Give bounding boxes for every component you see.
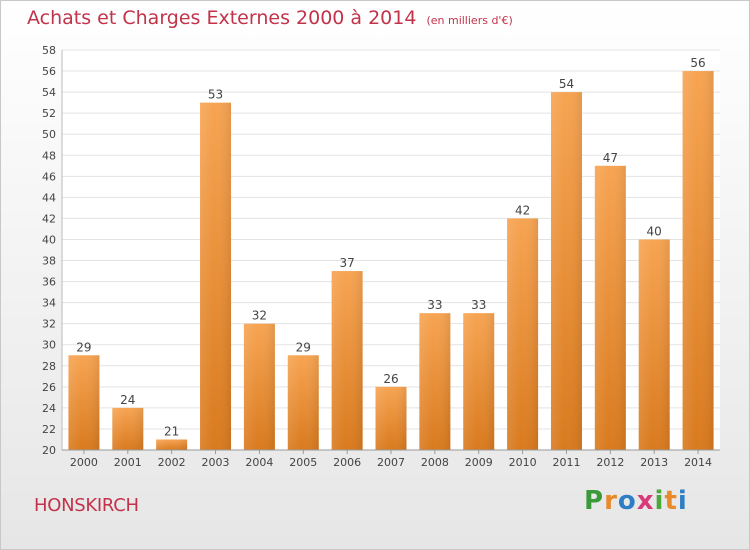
bars: 29 24 21 53 32 29 37 26 33 33 42 54 47 40 56 [68,56,714,451]
bar-shade [550,92,582,451]
bar-value-label: 37 [339,256,354,270]
x-tick-label: 2004 [245,456,273,469]
y-tick-label: 40 [42,233,56,246]
bar-value-label: 56 [690,56,705,70]
y-tick-label: 42 [42,212,56,225]
title-text: Achats et Charges Externes 2000 à 2014 [27,7,417,29]
x-tick-label: 2010 [509,456,537,469]
bar-shade [638,239,670,450]
bar-shade [463,313,495,450]
bar-shade [594,165,626,450]
y-tick-label: 54 [42,86,56,99]
x-tick-label: 2003 [202,456,230,469]
y-tick-label: 28 [42,360,56,373]
y-tick-label: 44 [42,191,56,204]
brand-letter: r [604,486,618,516]
x-tick-label: 2002 [158,456,186,469]
x-tick-label: 2005 [289,456,317,469]
bar-value-label: 33 [427,298,442,312]
proxiti-logo: Proxiti [584,486,688,516]
chart-title: Achats et Charges Externes 2000 à 2014 (e… [27,7,513,29]
bar-value-label: 33 [471,298,486,312]
y-tick-label: 52 [42,107,56,120]
bar-value-label: 26 [383,372,398,386]
x-axis: 2000 2001 2002 2003 2004 2005 2006 2007 2008 2009… [62,449,720,469]
bar-shade [200,102,232,450]
brand-letter: x [636,486,655,516]
bar-shade [68,355,100,450]
y-tick-label: 46 [42,170,56,183]
y-tick-label: 56 [42,65,56,78]
y-tick-label: 50 [42,128,56,141]
y-tick-label: 58 [42,44,56,57]
commune-name: HONSKIRCH [34,495,139,516]
bar-shade [156,439,188,450]
bar-value-label: 24 [120,393,135,407]
x-tick-label: 2009 [465,456,493,469]
bar-value-label: 32 [252,309,267,323]
y-tick-label: 22 [42,423,56,436]
y-tick-label: 20 [42,444,56,457]
bar-value-label: 47 [603,151,618,165]
bar-shade [287,355,319,450]
y-tick-label: 24 [42,402,56,415]
x-tick-label: 2013 [640,456,668,469]
x-tick-label: 2007 [377,456,405,469]
bar-value-label: 29 [76,340,91,354]
bar-shade [419,313,451,450]
brand-letter: i [677,486,688,516]
x-tick-label: 2001 [114,456,142,469]
y-tick-label: 48 [42,149,56,162]
bar-value-label: 29 [296,340,311,354]
brand-letter: t [664,486,678,516]
x-tick-label: 2014 [684,456,712,469]
y-tick-label: 26 [42,381,56,394]
bar-shade [331,271,363,450]
bar-value-label: 54 [559,77,574,91]
brand-letter: P [584,486,605,516]
title-unit: (en milliers d'€) [426,14,513,27]
bar-shade [375,386,407,450]
bar-value-label: 21 [164,424,179,438]
x-tick-label: 2006 [333,456,361,469]
bar-value-label: 40 [647,224,662,238]
y-tick-label: 34 [42,297,56,310]
y-tick-label: 38 [42,255,56,268]
bar-shade [243,323,275,450]
bar-shade [112,407,144,450]
bar-value-label: 53 [208,88,223,102]
y-axis: 20 22 24 26 28 30 32 34 36 38 40 42 44 46 48 50 52 54 56 58 [42,44,63,457]
y-tick-label: 30 [42,339,56,352]
bar-shade [682,71,714,450]
brand-letter: o [617,486,637,516]
x-tick-label: 2008 [421,456,449,469]
bar-value-label: 42 [515,203,530,217]
x-tick-label: 2011 [552,456,580,469]
x-tick-label: 2012 [596,456,624,469]
y-tick-label: 32 [42,318,56,331]
bar-shade [507,218,539,450]
x-tick-label: 2000 [70,456,98,469]
brand-letter: i [654,486,665,516]
y-tick-label: 36 [42,276,56,289]
